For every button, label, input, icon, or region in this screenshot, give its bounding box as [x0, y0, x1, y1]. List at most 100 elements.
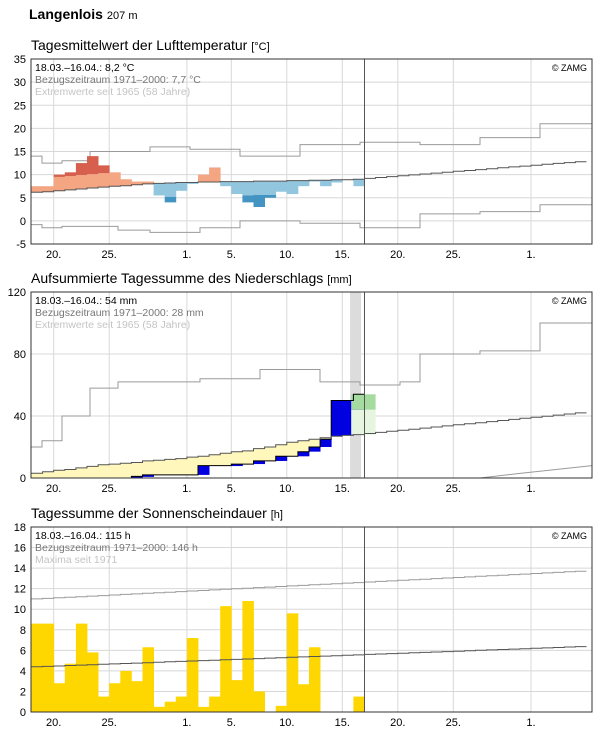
x-tick-label: 25. — [102, 483, 117, 495]
temp-anomaly-bar — [154, 183, 166, 195]
temp-anomaly-bar — [120, 179, 132, 185]
y-tick-label: 0 — [20, 216, 26, 228]
y-tick-label: 2 — [20, 686, 26, 698]
y-tick-label: 10 — [14, 170, 26, 182]
y-tick-label: 20 — [14, 123, 26, 135]
info-line-3: Extremwerte seit 1965 (58 Jahre) — [35, 86, 190, 98]
y-tick-label: 16 — [14, 543, 26, 555]
x-tick-label: 10. — [279, 717, 294, 729]
temp-anomaly-bar-strong — [76, 163, 88, 175]
x-tick-label: 25. — [102, 249, 117, 261]
y-tick-label: 0 — [20, 707, 26, 719]
copyright-label: © ZAMG — [552, 63, 587, 73]
temp-anomaly-bar — [76, 175, 88, 189]
precip-increment-bar — [276, 456, 288, 461]
sunshine-bar — [76, 624, 88, 712]
y-tick-label: 120 — [8, 287, 26, 299]
sunshine-bar — [298, 684, 310, 712]
temp-anomaly-bar — [43, 186, 55, 192]
x-tick-label: 10. — [279, 483, 294, 495]
temp-anomaly-bar-strong — [98, 165, 110, 173]
precip-increment-bar — [254, 461, 266, 464]
info-line-1: 18.03.–16.04.: 8,2 °C — [35, 62, 135, 74]
y-tick-label: 40 — [14, 411, 26, 423]
x-tick-label: 1. — [182, 483, 191, 495]
sunshine-bar — [254, 691, 266, 712]
sunshine-title-text: Tagessumme der Sonnenscheindauer — [31, 505, 267, 521]
sunshine-unit: [h] — [271, 509, 283, 521]
precip-increment-bar — [320, 439, 332, 447]
x-tick-label: 20. — [390, 249, 405, 261]
temp-anomaly-bar — [109, 172, 121, 186]
x-tick-label: 10. — [279, 249, 294, 261]
temp-anomaly-bar-strong — [242, 195, 254, 202]
x-tick-label: 5. — [227, 249, 236, 261]
x-tick-label: 20. — [46, 249, 61, 261]
temp-anomaly-bar-strong — [165, 197, 177, 203]
precip-increment-bar — [198, 466, 210, 475]
info-line-2: Bezugszeitraum 1971–2000: 7,7 °C — [35, 74, 201, 86]
temp-anomaly-bar-strong — [254, 195, 266, 207]
sunshine-bar — [176, 697, 188, 712]
precipitation-unit: [mm] — [327, 274, 351, 286]
y-tick-label: 15 — [14, 147, 26, 159]
sunshine-bar — [32, 624, 44, 712]
temp-anomaly-bar — [231, 182, 243, 194]
temp-anomaly-bar — [209, 168, 221, 182]
x-tick-label: 25. — [446, 483, 461, 495]
x-tick-label: 1. — [182, 249, 191, 261]
temp-anomaly-bar — [65, 176, 77, 190]
sunshine-bar — [98, 697, 110, 712]
temperature-unit: [°C] — [251, 41, 269, 53]
temp-anomaly-bar — [242, 182, 254, 196]
temp-anomaly-bar-strong — [54, 175, 65, 177]
x-tick-label: 25. — [446, 249, 461, 261]
sunshine-bar — [231, 680, 243, 712]
sunshine-chart: 02468101214161820.25.1.5.10.15.20.25.1.1… — [0, 521, 596, 743]
station-name: Langenlois — [29, 6, 103, 22]
temp-anomaly-bar — [87, 174, 99, 188]
x-tick-label: 1. — [526, 483, 535, 495]
temp-anomaly-bar-strong — [65, 172, 77, 176]
copyright-label: © ZAMG — [552, 296, 587, 306]
precip-surplus-green-light — [351, 410, 375, 435]
sunshine-bar — [154, 707, 166, 712]
x-tick-label: 20. — [390, 483, 405, 495]
y-tick-label: 80 — [14, 349, 26, 361]
x-tick-label: 25. — [446, 717, 461, 729]
temp-anomaly-bar — [176, 182, 188, 190]
temp-anomaly-bar — [220, 182, 232, 187]
sunshine-bar — [165, 702, 177, 712]
y-tick-label: 14 — [14, 563, 26, 575]
info-line-3: Maxima seit 1971 — [35, 554, 117, 566]
sunshine-bar — [287, 613, 299, 712]
y-tick-label: 35 — [14, 54, 26, 66]
precipitation-title: Aufsummierte Tagessumme des Niederschlag… — [31, 270, 352, 286]
precipitation-chart: 0408012020.25.1.5.10.15.20.25.1.18.03.–1… — [0, 286, 596, 496]
y-tick-label: 0 — [20, 473, 26, 485]
x-tick-label: 15. — [335, 249, 350, 261]
y-tick-label: 5 — [20, 193, 26, 205]
x-tick-label: 5. — [227, 717, 236, 729]
y-tick-label: 4 — [20, 666, 26, 678]
x-tick-label: 1. — [526, 717, 535, 729]
y-tick-label: 25 — [14, 100, 26, 112]
temp-anomaly-bar — [254, 181, 266, 195]
sunshine-bar — [353, 697, 365, 712]
sunshine-bar — [187, 638, 199, 712]
sunshine-bar — [209, 697, 221, 712]
y-tick-label: 30 — [14, 77, 26, 89]
sunshine-bar — [198, 707, 210, 712]
sunshine-bar — [220, 606, 232, 712]
sunshine-bar — [43, 624, 55, 712]
y-tick-label: 8 — [20, 625, 26, 637]
temp-anomaly-bar — [276, 181, 288, 192]
temp-anomaly-bar-strong — [87, 156, 99, 174]
station-elevation: 207 m — [107, 10, 138, 22]
temp-anomaly-bar — [353, 179, 365, 186]
y-tick-label: 18 — [14, 522, 26, 534]
info-line-1: 18.03.–16.04.: 54 mm — [35, 295, 137, 307]
sunshine-bar — [120, 671, 132, 712]
temp-anomaly-bar — [287, 181, 299, 194]
station-heading: Langenlois 207 m — [29, 6, 137, 22]
